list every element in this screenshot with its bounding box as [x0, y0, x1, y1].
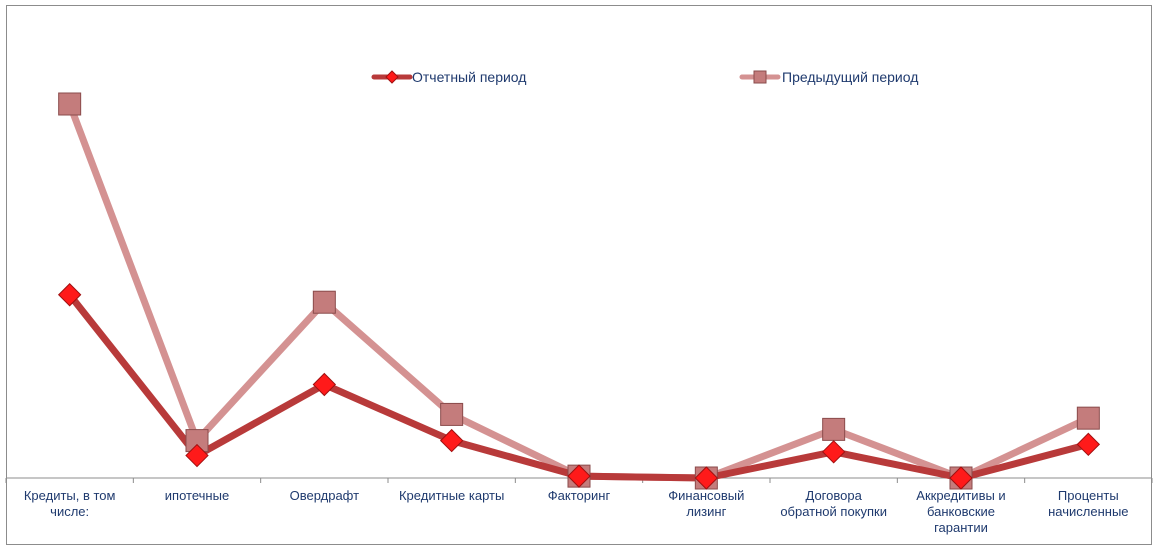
legend-label-previous: Предыдущий период — [782, 69, 918, 85]
x-tick-label: Факторинг — [548, 488, 611, 503]
data-point-previous — [1076, 406, 1100, 430]
data-point-reporting — [312, 372, 337, 397]
data-point-previous — [440, 402, 464, 426]
data-point-reporting — [185, 443, 209, 468]
legend-marker-previous — [753, 70, 767, 84]
series-line-reporting — [66, 291, 1092, 482]
x-tick-label: Проценты начисленные — [1048, 488, 1128, 519]
x-tick-label: Кредитные карты — [399, 488, 504, 503]
data-point-reporting — [57, 283, 82, 307]
legend-marker-reporting — [385, 70, 399, 84]
x-tick-label: ипотечные — [165, 488, 229, 503]
data-point-previous — [58, 92, 82, 116]
x-tick-label: Кредиты, в том числе: — [24, 488, 116, 519]
data-point-reporting — [439, 428, 464, 453]
data-point-previous — [822, 417, 846, 441]
data-point-reporting — [1076, 432, 1101, 457]
data-point-reporting — [567, 464, 591, 488]
x-tick-label: Финансовый лизинг — [668, 488, 744, 519]
series-line-previous — [66, 100, 1092, 482]
x-tick-label: Аккредитивы и банковские гарантии — [916, 488, 1005, 535]
data-point-previous — [312, 290, 336, 314]
x-tick-label: Договора обратной покупки — [780, 488, 887, 519]
data-point-reporting — [694, 466, 719, 490]
data-point-reporting — [949, 466, 973, 490]
legend-label-reporting: Отчетный период — [412, 69, 526, 85]
data-point-reporting — [821, 440, 846, 464]
x-tick-label: Овердрафт — [290, 488, 359, 503]
